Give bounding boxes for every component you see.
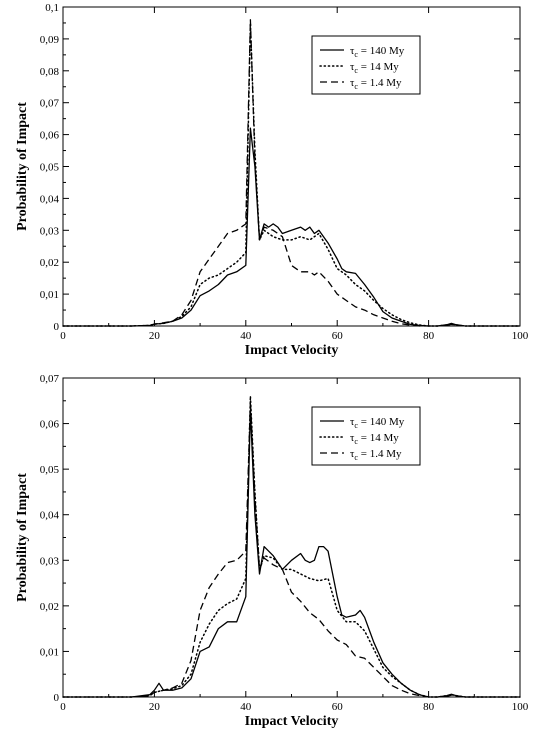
x-tick-label: 20: [149, 701, 161, 713]
series-line-solid: [63, 409, 520, 698]
legend-label: τc = 1.4 My: [350, 77, 402, 91]
x-tick-label: 0: [60, 701, 66, 713]
x-tick-label: 100: [512, 330, 529, 342]
series-line-dotted: [62, 22, 521, 327]
plot-frame: [62, 377, 521, 698]
plot-frame: [62, 6, 521, 327]
y-tick-label: 0,03: [40, 225, 60, 237]
x-axis-label: Impact Velocity: [245, 343, 339, 358]
y-tick-label: 0,04: [40, 193, 60, 205]
y-tick-label: 0,04: [40, 510, 60, 522]
x-tick-label: 20: [149, 330, 161, 342]
y-tick-label: 0,02: [40, 257, 59, 269]
y-tick-label: 0,05: [40, 464, 60, 476]
y-tick-label: 0,03: [40, 555, 60, 567]
legend-label: τc = 140 My: [350, 45, 405, 59]
y-tick-label: 0,08: [40, 66, 60, 78]
y-axis-label: Probability of Impact: [15, 102, 30, 231]
series-line-dotted: [62, 395, 521, 698]
y-tick-label: 0: [54, 321, 60, 333]
y-axis-label: Probability of Impact: [15, 473, 30, 602]
legend-label: τc = 140 My: [350, 416, 405, 430]
y-tick-label: 0,01: [40, 289, 59, 301]
y-tick-label: 0,06: [40, 419, 60, 431]
chart-svg: 0 20 40 60 80 100 0 0,01 0,02 0,03 0,04 0,05 0,06 0,0…: [15, 2, 529, 358]
series-line-dashed: [63, 19, 520, 327]
legend-label: τc = 14 My: [350, 432, 399, 446]
y-tick-label: 0,07: [40, 98, 60, 110]
series-line-solid: [63, 127, 520, 327]
x-tick-label: 80: [423, 701, 435, 713]
chart-svg: 0 20 40 60 80 100 0 0,01 0,02 0,03 0,04 0,05 0,06 0,0…: [15, 373, 529, 729]
x-tick-label: 60: [332, 701, 344, 713]
x-tick-label: 80: [423, 330, 435, 342]
legend-label: τc = 1.4 My: [350, 448, 402, 462]
legend-label: τc = 14 My: [350, 61, 399, 75]
y-tick-label: 0,06: [40, 130, 60, 142]
y-tick-label: 0,02: [40, 601, 59, 613]
y-tick-label: 0,1: [45, 2, 59, 14]
x-tick-label: 60: [332, 330, 344, 342]
x-tick-label: 40: [240, 701, 252, 713]
x-tick-label: 0: [60, 330, 66, 342]
legend-box: [311, 406, 421, 466]
x-axis-label: Impact Velocity: [245, 714, 339, 729]
y-tick-label: 0,05: [40, 162, 60, 174]
chart-bottom: 0 20 40 60 80 100 0 0,01 0,02 0,03 0,04 0,05 0,06 0,0…: [0, 371, 548, 742]
y-tick-label: 0,09: [40, 34, 60, 46]
y-tick-label: 0,01: [40, 646, 59, 658]
series-line-dashed: [63, 400, 520, 698]
y-tick-label: 0: [54, 692, 60, 704]
x-tick-label: 100: [512, 701, 529, 713]
legend-box: [311, 35, 421, 95]
x-tick-label: 40: [240, 330, 252, 342]
chart-top: 0 20 40 60 80 100 0 0,01 0,02 0,03 0,04 0,05 0,06 0,0…: [15, 2, 529, 358]
y-tick-label: 0,07: [40, 373, 60, 385]
